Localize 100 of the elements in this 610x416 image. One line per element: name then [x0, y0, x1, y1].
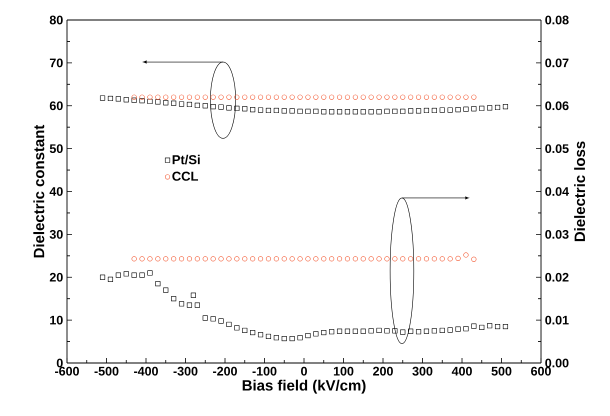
point: [376, 94, 382, 100]
point: [266, 108, 272, 114]
point: [210, 104, 216, 110]
point: [408, 94, 414, 100]
point: [313, 256, 318, 262]
y2-tick-label: 0.02: [545, 272, 569, 282]
point: [360, 256, 366, 262]
point: [250, 107, 256, 112]
point: [416, 108, 422, 114]
point: [424, 108, 430, 114]
point: [186, 94, 192, 100]
point: [155, 99, 160, 104]
point: [344, 256, 350, 262]
point: [368, 328, 374, 334]
point: [155, 94, 160, 100]
point: [132, 272, 137, 278]
point: [305, 94, 311, 100]
point: [290, 94, 295, 100]
point: [258, 332, 264, 338]
point: [100, 95, 106, 101]
point: [344, 328, 350, 334]
point: [171, 296, 176, 302]
point: [282, 94, 287, 100]
point: [384, 256, 390, 262]
point: [139, 98, 145, 104]
point: [242, 94, 248, 100]
x-tick-label: 0: [301, 366, 307, 376]
point: [502, 324, 508, 330]
point: [416, 329, 422, 334]
point: [329, 256, 334, 262]
point: [100, 274, 106, 280]
point: [440, 94, 445, 100]
y-tick-label: 30: [50, 230, 63, 239]
point: [178, 256, 184, 262]
point: [116, 96, 121, 102]
point: [186, 302, 192, 308]
x-tick-label: 300: [412, 366, 432, 376]
point: [384, 94, 390, 100]
point: [258, 94, 264, 100]
point: [352, 109, 358, 114]
point: [266, 334, 272, 340]
point: [124, 97, 129, 102]
point: [384, 328, 390, 334]
point: [329, 329, 334, 334]
point: [226, 322, 232, 328]
point: [360, 328, 366, 334]
point: [202, 103, 208, 108]
point: [290, 256, 295, 262]
point: [502, 104, 508, 110]
point: [479, 324, 484, 330]
point: [352, 328, 358, 334]
point: [210, 316, 216, 322]
point: [376, 328, 382, 334]
point: [360, 94, 366, 100]
point: [463, 252, 469, 258]
point: [234, 325, 240, 330]
y2-tick-label: 0.00: [545, 358, 569, 368]
point: [132, 256, 137, 262]
point: [321, 330, 326, 336]
point: [321, 109, 326, 114]
x-tick-label: 500: [492, 366, 512, 376]
point: [274, 108, 279, 114]
point: [432, 108, 437, 114]
point: [210, 94, 216, 100]
point: [313, 108, 318, 114]
point: [147, 270, 153, 276]
point: [329, 94, 334, 100]
point: [242, 256, 248, 262]
point: [132, 94, 137, 100]
y-tick-label: 70: [50, 58, 63, 68]
point: [352, 94, 358, 100]
x-tick-label: 400: [452, 366, 472, 376]
point: [202, 94, 208, 100]
point: [376, 256, 382, 262]
point: [139, 272, 145, 278]
point: [392, 256, 398, 262]
point: [163, 100, 168, 106]
point: [274, 256, 279, 262]
point: [218, 94, 224, 100]
point: [455, 256, 461, 261]
point: [494, 324, 500, 330]
point: [163, 256, 168, 262]
point: [424, 256, 430, 262]
point: [258, 256, 264, 262]
point: [471, 256, 476, 262]
point: [202, 315, 208, 321]
point: [226, 105, 232, 110]
point: [274, 335, 279, 340]
point: [305, 108, 311, 114]
point: [344, 109, 350, 114]
y-tick-label: 40: [50, 187, 63, 196]
y-tick-label: 80: [50, 16, 63, 24]
point: [440, 107, 445, 113]
point: [155, 281, 160, 286]
point: [194, 102, 200, 108]
point: [171, 100, 176, 106]
point: [448, 327, 453, 333]
point: [463, 94, 469, 100]
x-tick-label: -300: [174, 366, 198, 376]
point: [234, 94, 240, 100]
